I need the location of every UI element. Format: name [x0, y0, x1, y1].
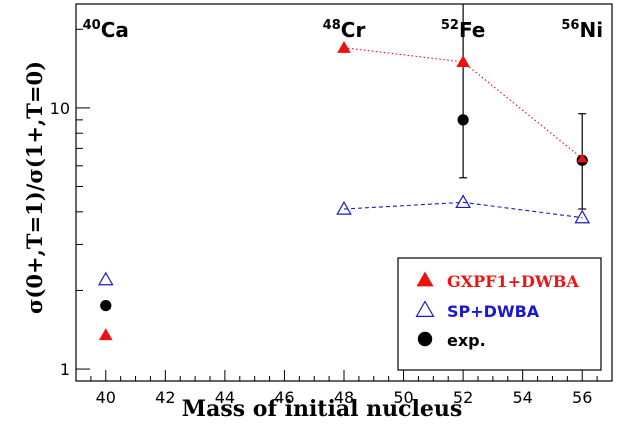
nucleus-symbol: Ca — [101, 18, 129, 42]
data-point — [98, 328, 113, 341]
x-tick-label: 46 — [274, 388, 294, 407]
legend-marker — [416, 271, 434, 287]
x-axis-title: Mass of initial nucleus — [182, 396, 462, 422]
nucleus-symbol: Cr — [341, 18, 366, 42]
nucleus-label: 56Ni — [561, 18, 603, 42]
nucleus-mass: 48 — [323, 18, 341, 33]
x-tick-label: 54 — [512, 388, 532, 407]
y-tick-label: 1 — [60, 360, 70, 379]
data-point — [100, 299, 112, 312]
data-point — [97, 271, 114, 286]
x-tick-label: 44 — [215, 388, 235, 407]
data-point — [455, 194, 471, 209]
x-tick-label: 52 — [453, 388, 473, 407]
nucleus-mass: 56 — [561, 18, 579, 33]
x-tick-label: 56 — [572, 388, 592, 407]
y-axis-title: σ(0+,T=1)/σ(1+,T=0) — [22, 61, 47, 314]
nucleus-mass: 40 — [83, 18, 101, 33]
series-line — [343, 201, 583, 219]
data-point — [457, 114, 469, 126]
y-tick-label: 10 — [50, 99, 70, 118]
legend-label: exp. — [447, 331, 486, 350]
legend-label: SP+DWBA — [447, 302, 540, 321]
data-point — [577, 153, 588, 163]
nucleus-label: 40Ca — [83, 18, 129, 42]
data-point — [456, 55, 470, 68]
legend-label: GXPF1+DWBA — [447, 272, 579, 291]
x-tick-label: 42 — [155, 388, 175, 407]
nucleus-label: 48Cr — [323, 18, 366, 42]
data-point — [337, 40, 351, 53]
legend-marker — [417, 331, 433, 347]
x-tick-label: 50 — [393, 388, 413, 407]
legend-marker — [415, 300, 435, 317]
nucleus-symbol: Ni — [579, 18, 603, 42]
data-point — [574, 209, 591, 224]
nucleus-mass: 52 — [441, 18, 459, 33]
data-point — [336, 201, 352, 215]
x-tick-label: 48 — [334, 388, 354, 407]
x-tick-label: 40 — [96, 388, 116, 407]
legend: GXPF1+DWBA SP+DWBA exp. — [397, 257, 602, 371]
